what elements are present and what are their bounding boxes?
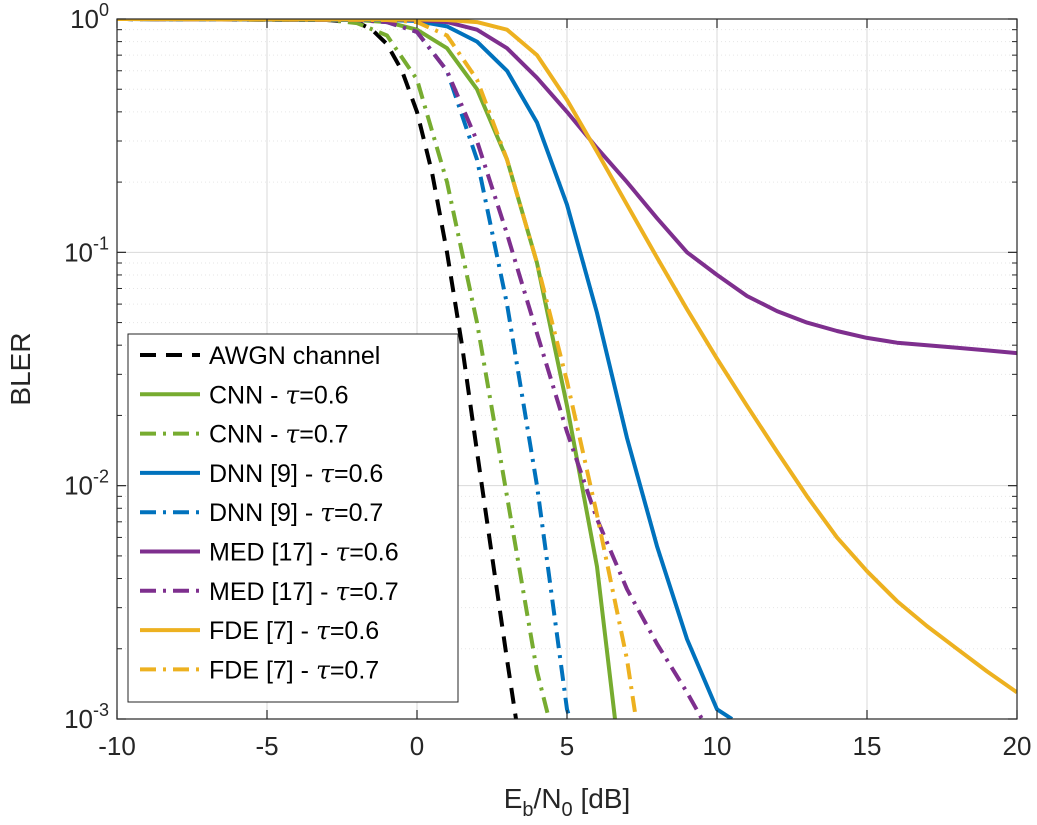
series-line-med-17-0-7 [117,19,704,719]
y-tick-label: 10-1 [64,233,109,267]
legend-tau-symbol: τ [320,498,335,527]
y-tick-label: 100 [70,0,109,34]
legend-label-awgn-channel: AWGN channel [209,342,380,370]
legend-tau-value: =0.6 [299,381,348,409]
series-line-fde-7-0-7 [117,19,638,719]
x-tick-label: 10 [703,731,732,761]
x-axis-label-unit: [dB] [573,783,631,814]
legend-label-main: FDE [7] - [209,617,316,645]
legend-label-main: DNN [9] - [209,499,320,527]
legend-tau-value: =0.7 [299,421,348,449]
legend-label-cnn-0-7: CNN - τ=0.7 [209,420,349,449]
legend-label-main: CNN - [209,381,285,409]
y-tick-exponent: -2 [93,467,109,487]
series-line-fde-7-0-6 [117,19,1017,695]
series-line-med-17-0-6 [117,19,1017,356]
legend-label-main: AWGN channel [209,342,380,370]
legend-tau-value: =0.7 [330,656,379,684]
legend-label-main: MED [17] - [209,539,335,567]
x-tick-label: 5 [560,731,574,761]
y-tick-label: 10-2 [64,467,109,501]
y-tick-exponent: -3 [93,700,109,720]
series-layer [117,19,1017,719]
legend-label-main: DNN [9] - [209,460,320,488]
legend-label-fde-7-0-6: FDE [7] - τ=0.6 [209,616,379,645]
legend-tau-value: =0.7 [334,499,383,527]
y-tick-exponent: 0 [99,0,109,20]
ticks [116,18,1018,720]
y-tick-base: 10 [64,237,93,267]
x-axis-label-sub2: 0 [562,799,573,821]
legend-tau-symbol: τ [316,616,331,645]
legend-label-main: CNN - [209,421,285,449]
legend-tau-value: =0.7 [349,578,398,606]
y-tick-base: 10 [64,471,93,501]
legend-tau-symbol: τ [335,577,350,606]
legend-label-main: FDE [7] - [209,656,316,684]
legend-label-dnn-9-0-7: DNN [9] - τ=0.7 [209,498,383,527]
legend-tau-symbol: τ [316,655,331,684]
y-tick-base: 10 [64,704,93,734]
y-tick-label: 10-3 [64,700,109,734]
legend-tau-symbol: τ [285,420,300,449]
legend-tau-symbol: τ [335,538,350,567]
x-tick-label: 15 [853,731,882,761]
y-tick-exponent: -1 [93,233,109,253]
legend-tau-symbol: τ [320,459,335,488]
legend-tau-symbol: τ [285,380,300,409]
legend-label-med-17-0-6: MED [17] - τ=0.6 [209,538,399,567]
x-tick-label: -10 [98,731,136,761]
x-axis-label-slash: /N [534,783,562,814]
x-tick-label: -5 [255,731,278,761]
legend-label-dnn-9-0-6: DNN [9] - τ=0.6 [209,459,383,488]
legend-label-cnn-0-6: CNN - τ=0.6 [209,380,349,409]
legend-label-med-17-0-7: MED [17] - τ=0.7 [209,577,399,606]
legend-tau-value: =0.6 [334,460,383,488]
legend-label-main: MED [17] - [209,578,335,606]
x-axis-label-sub1: b [522,799,533,821]
legend-label-fde-7-0-7: FDE [7] - τ=0.7 [209,655,379,684]
legend-tau-value: =0.6 [349,539,398,567]
legend-tau-value: =0.6 [330,617,379,645]
x-axis-label: Eb/N0 [dB] [504,783,631,821]
y-tick-base: 10 [70,4,99,34]
x-axis-label-main: E [504,783,523,814]
x-tick-labels: -10 -5 0 5 10 15 20 [98,731,1031,761]
x-tick-label: 0 [410,731,424,761]
y-axis-label: BLER [5,332,36,405]
x-tick-label: 20 [1003,731,1032,761]
